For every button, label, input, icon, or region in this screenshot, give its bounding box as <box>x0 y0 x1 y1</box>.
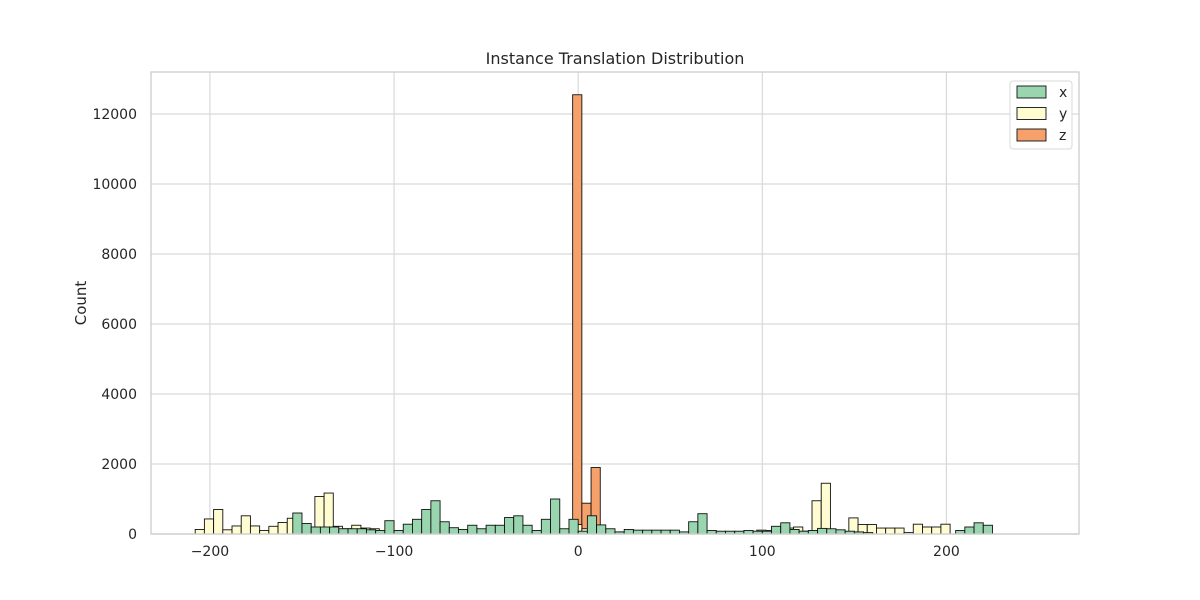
bar-y <box>240 515 251 535</box>
bar-x <box>605 528 616 535</box>
bar-x <box>522 524 533 535</box>
bar-x <box>771 525 782 535</box>
x-tick-label: 200 <box>933 544 960 560</box>
bar-x <box>973 522 984 535</box>
bar-x <box>623 529 634 535</box>
bar-y <box>249 525 261 535</box>
bar-y <box>268 525 279 535</box>
legend-label-x: x <box>1059 85 1067 101</box>
bar-x <box>458 529 469 535</box>
bar-x <box>329 526 340 535</box>
bar-x <box>301 523 312 535</box>
bar-x <box>412 518 423 535</box>
bar-x <box>430 500 441 535</box>
bar-x <box>292 512 303 535</box>
bar-x <box>310 526 321 535</box>
bar-x <box>586 515 598 535</box>
bar-z <box>572 94 583 535</box>
bar-y <box>203 518 215 535</box>
bar-y <box>885 527 896 535</box>
x-tick-label: 0 <box>574 544 583 560</box>
bar-x <box>476 528 487 535</box>
bar-y <box>876 527 887 535</box>
bar-x <box>319 526 331 535</box>
bar-x <box>467 524 478 535</box>
bar-x <box>347 528 358 535</box>
bar-x <box>817 527 828 535</box>
chart-title: Instance Translation Distribution <box>486 49 745 68</box>
bar-x <box>402 523 413 535</box>
y-tick-label: 0 <box>128 527 137 543</box>
bar-x <box>780 522 791 535</box>
bar-x <box>439 521 450 535</box>
bar-x <box>964 526 975 535</box>
bar-y <box>277 522 288 535</box>
x-tick-label: −100 <box>375 544 413 560</box>
bar-x <box>485 524 496 535</box>
legend-label-y: y <box>1059 107 1067 123</box>
bar-x <box>338 528 349 535</box>
legend: xyz <box>1009 80 1073 150</box>
y-tick-label: 2000 <box>101 457 137 473</box>
tick-labels: −200 −100 0 100 2000200040006000800010000120… <box>92 107 959 560</box>
y-tick-label: 4000 <box>101 387 137 403</box>
bar-x <box>559 528 570 535</box>
plot-border <box>150 71 1080 535</box>
y-tick-label: 10000 <box>92 177 137 193</box>
plot-area <box>151 72 1079 534</box>
plot-frame <box>150 71 1080 535</box>
bar-x <box>826 528 837 535</box>
bar-x <box>421 509 432 535</box>
legend-swatch-x <box>1016 85 1047 99</box>
bar-x <box>789 529 800 535</box>
x-tick-label: −200 <box>191 544 229 560</box>
bar-x <box>540 518 552 535</box>
bar-x <box>356 528 367 535</box>
bar-x <box>504 517 515 535</box>
bar-x <box>384 520 395 535</box>
bar-y <box>922 526 933 535</box>
bar-y <box>231 525 242 535</box>
bar-x <box>596 524 607 535</box>
bar-y <box>912 523 923 535</box>
bar-y <box>820 482 831 535</box>
legend-label-z: z <box>1059 128 1066 144</box>
y-tick-label: 12000 <box>92 107 137 123</box>
bar-x <box>982 524 993 535</box>
y-tick-label: 6000 <box>101 317 137 333</box>
bar-y <box>194 529 205 535</box>
bar-x <box>697 513 708 535</box>
bar-x <box>494 524 505 535</box>
bar-x <box>568 518 579 535</box>
x-tick-label: 100 <box>749 544 776 560</box>
bar-x <box>513 515 524 535</box>
bar-y <box>931 526 942 535</box>
legend-swatch-z <box>1016 128 1047 142</box>
bar-x <box>448 527 459 535</box>
y-tick-label: 8000 <box>101 247 137 263</box>
bar-y <box>894 527 905 535</box>
bar-x <box>550 498 561 535</box>
legend-swatch-y <box>1016 107 1047 120</box>
y-axis-label: Count <box>72 281 90 326</box>
bar-y <box>213 509 224 535</box>
bar-y <box>940 523 951 535</box>
plot-background <box>151 72 1079 534</box>
bar-x <box>688 521 699 535</box>
